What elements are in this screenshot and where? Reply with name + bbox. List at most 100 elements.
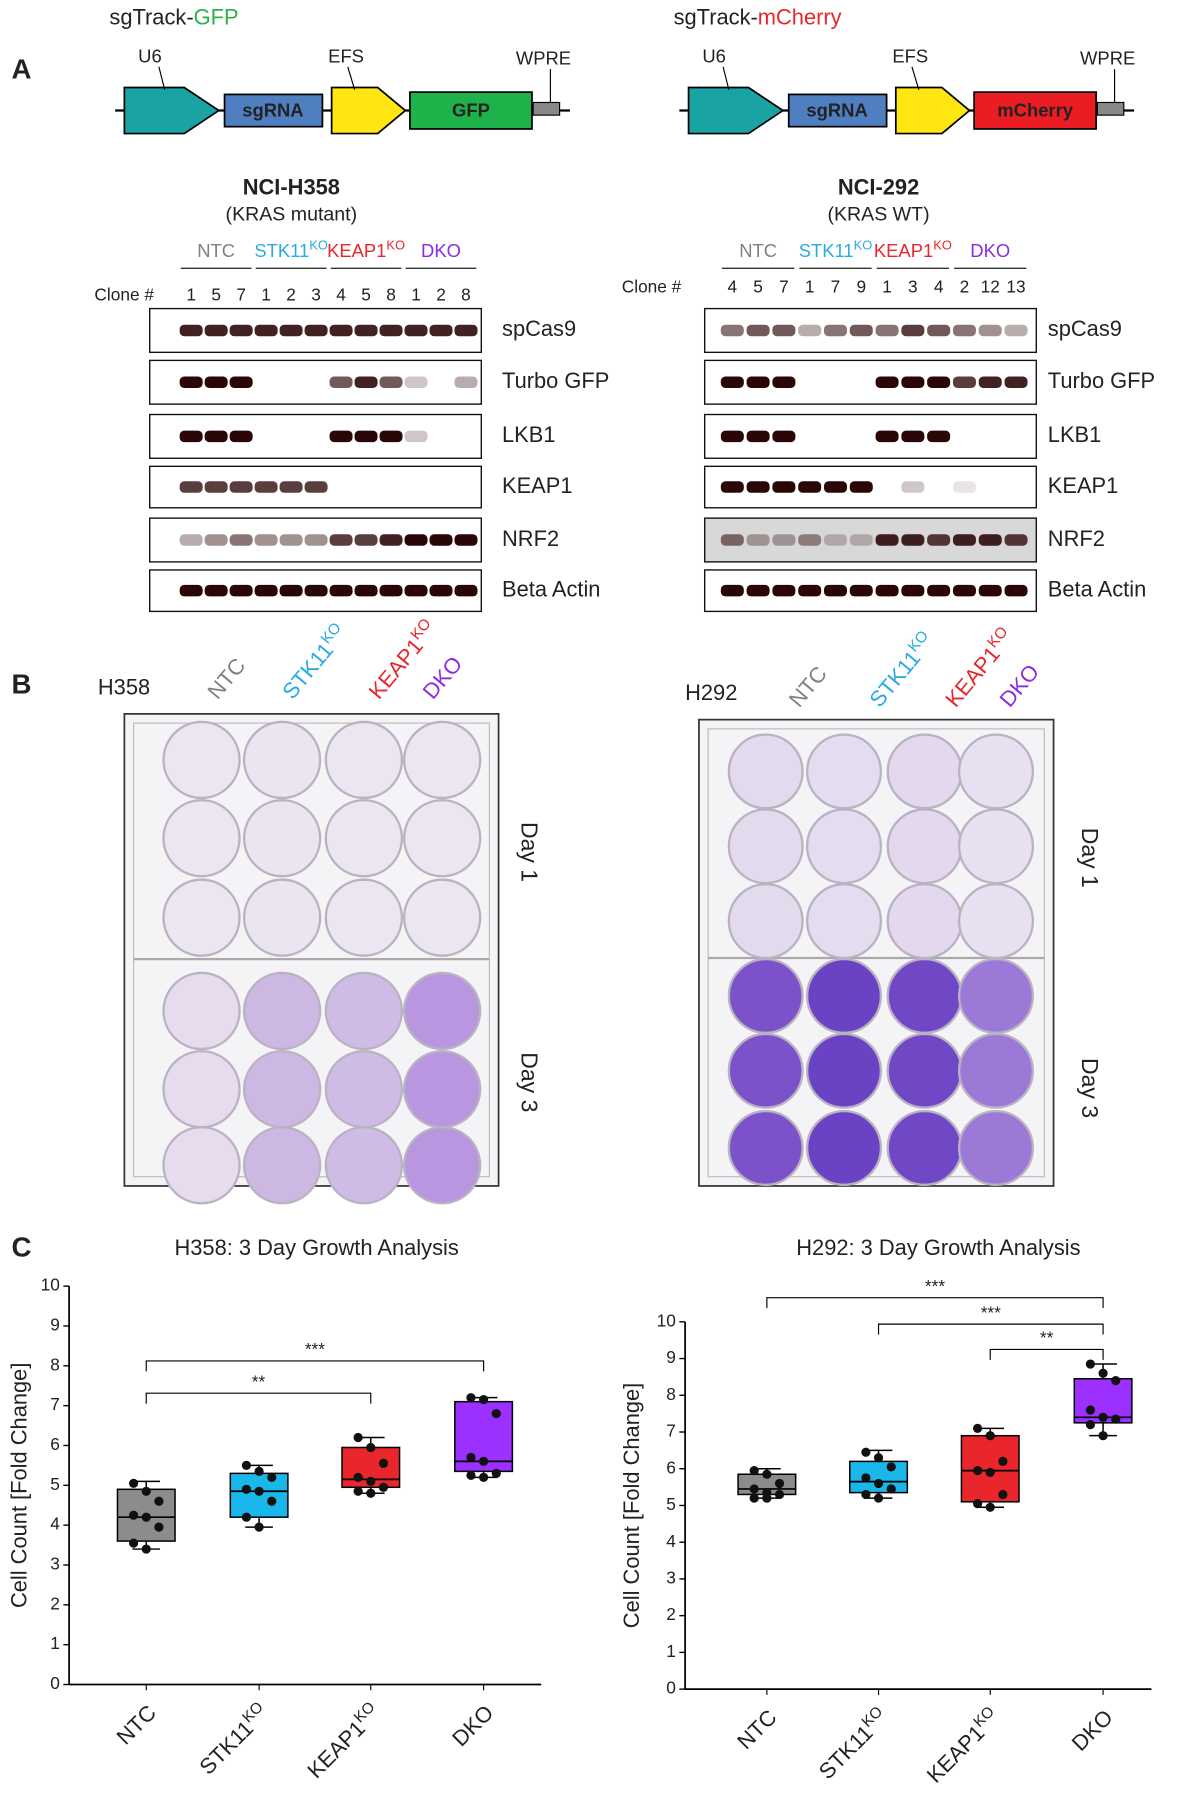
band [404, 324, 428, 337]
band [1004, 584, 1028, 597]
band [179, 534, 203, 546]
band [823, 584, 848, 597]
plate-group-label: NTC [784, 661, 832, 711]
wpre-label: WPRE [516, 48, 571, 69]
band [354, 324, 378, 337]
data-point [1098, 1412, 1108, 1422]
y-tick-label: 2 [50, 1593, 60, 1613]
well [403, 1126, 482, 1205]
plate-group-label-part: NTC [202, 653, 250, 703]
band [978, 584, 1002, 597]
data-point [128, 1538, 139, 1548]
band [901, 376, 925, 389]
band [429, 584, 453, 597]
y-axis-label: Cell Count [Fold Change] [619, 1383, 644, 1628]
data-point [491, 1409, 501, 1419]
sgrna-label: sgRNA [806, 100, 867, 121]
band [229, 376, 253, 389]
group-label-part: KO [386, 238, 405, 253]
well [806, 808, 883, 885]
data-point [1111, 1375, 1121, 1386]
y-tick-label: 1 [50, 1633, 60, 1653]
band-label: spCas9 [1048, 316, 1122, 341]
plate-inner [707, 728, 1045, 1178]
band [823, 481, 848, 493]
band [720, 534, 744, 546]
well [727, 1109, 804, 1186]
band [746, 584, 770, 597]
band-label: KEAP1 [1048, 473, 1118, 498]
x-tick-label-part: NTC [732, 1704, 781, 1753]
plate-group-label-part: STK11 [864, 646, 925, 712]
data-point [479, 1456, 489, 1467]
group-label: STK11KO [254, 238, 328, 261]
band [454, 584, 478, 597]
plate-group-label: DKO [994, 659, 1044, 711]
band [720, 376, 744, 389]
sgrna-label: sgRNA [242, 100, 303, 121]
well [727, 1032, 804, 1109]
clone-number: 12 [981, 276, 1000, 296]
band [746, 481, 770, 493]
band [746, 534, 770, 546]
data-point [873, 1478, 884, 1489]
data-point [366, 1476, 376, 1486]
band [254, 324, 278, 337]
well [324, 971, 404, 1051]
data-point [353, 1432, 363, 1443]
x-tick-label: STK11KO [813, 1703, 894, 1784]
data-point [267, 1472, 277, 1482]
data-point [466, 1393, 476, 1403]
band [279, 584, 303, 597]
y-tick-label: 10 [657, 1310, 676, 1330]
band [823, 534, 848, 546]
data-point [141, 1512, 151, 1522]
plate-group-label-part: KEAP1 [363, 633, 427, 703]
data-point [1098, 1431, 1108, 1441]
reporter-box [409, 91, 533, 130]
u6-label: U6 [702, 45, 726, 66]
y-tick-label: 5 [666, 1494, 676, 1514]
well [806, 733, 883, 810]
construct-title-part: sgTrack- [109, 4, 193, 29]
clone-number: 5 [361, 284, 371, 304]
construct-title-part: GFP [194, 4, 239, 29]
well [957, 1032, 1034, 1109]
band [798, 534, 822, 546]
u6-promoter [123, 86, 221, 135]
band [772, 534, 796, 546]
well [162, 720, 241, 800]
chart-title: H292: 3 Day Growth Analysis [796, 1235, 1080, 1260]
data-point [366, 1442, 376, 1453]
well [957, 808, 1034, 885]
band [204, 584, 228, 597]
well [162, 878, 241, 957]
group-label-part: NTC [197, 240, 235, 261]
significance-bracket [989, 1348, 1104, 1360]
data-point [774, 1489, 785, 1500]
band [978, 376, 1002, 389]
callout [347, 66, 356, 90]
y-axis-label: Cell Count [Fold Change] [7, 1363, 32, 1608]
blot-subtitle: (KRAS WT) [827, 203, 929, 225]
band [329, 324, 353, 337]
well [403, 720, 482, 800]
data-point [241, 1460, 252, 1471]
band-label: KEAP1 [502, 473, 572, 498]
construct-title: sgTrack-GFP [109, 4, 238, 29]
reporter-label: mCherry [997, 100, 1073, 121]
clone-number: 3 [311, 284, 321, 304]
band [279, 324, 303, 337]
band [927, 534, 951, 546]
band [798, 324, 822, 337]
sgrna-box [223, 93, 324, 128]
group-label-part: STK11 [799, 240, 854, 261]
data-point [1085, 1359, 1096, 1369]
data-point [749, 1493, 759, 1503]
band [304, 584, 328, 597]
band [379, 430, 403, 443]
well [403, 971, 482, 1051]
day-label: Day 1 [1077, 828, 1103, 888]
data-point [267, 1496, 277, 1506]
